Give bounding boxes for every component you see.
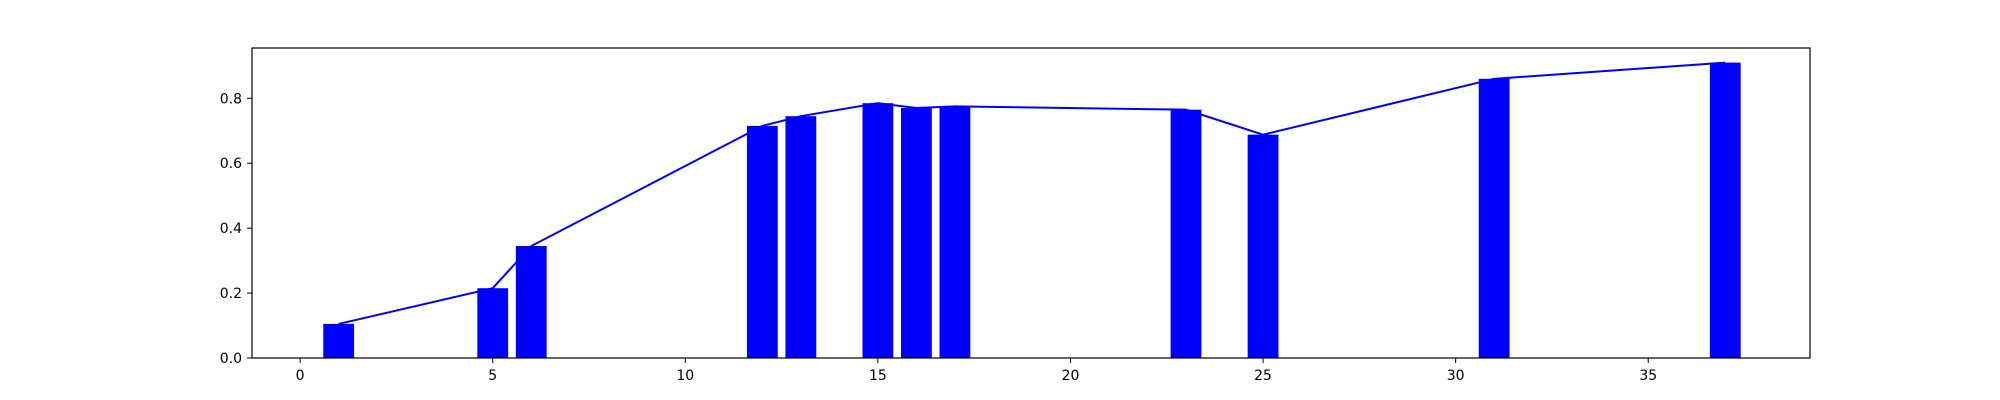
y-tick-label: 0.0 [220, 351, 242, 367]
x-tick-label: 10 [676, 368, 694, 384]
bars-group [323, 62, 1741, 359]
x-tick-label: 15 [869, 368, 887, 384]
x-tick-label: 20 [1062, 368, 1080, 384]
y-tick-label: 0.2 [220, 286, 242, 302]
series-line [338, 61, 1726, 325]
bar-7 [939, 106, 971, 359]
axes-frame [251, 47, 1811, 359]
bar-1 [477, 288, 509, 358]
y-tick-label: 0.6 [220, 156, 242, 172]
bar-5 [862, 103, 894, 359]
bar-4 [785, 116, 817, 358]
bar-8 [1170, 109, 1202, 359]
bar-2 [515, 246, 547, 358]
y-tick-label: 0.8 [220, 91, 242, 107]
x-tick-label: 35 [1639, 368, 1657, 384]
bar-3 [746, 125, 778, 358]
y-axis: 0.0 0.2 0.4 0.6 0.8 [220, 91, 252, 367]
bar-10 [1478, 78, 1510, 358]
bar-6 [901, 108, 932, 358]
bar-9 [1247, 134, 1279, 358]
x-tick-label: 25 [1254, 368, 1272, 384]
y-tick-label: 0.4 [220, 221, 242, 237]
x-tick-label: 30 [1447, 368, 1465, 384]
x-axis: 0 5 10 15 20 25 30 35 [296, 358, 1657, 384]
bar-0 [323, 323, 355, 358]
x-tick-label: 0 [296, 368, 305, 384]
bar-11 [1709, 62, 1741, 359]
x-tick-label: 5 [488, 368, 497, 384]
